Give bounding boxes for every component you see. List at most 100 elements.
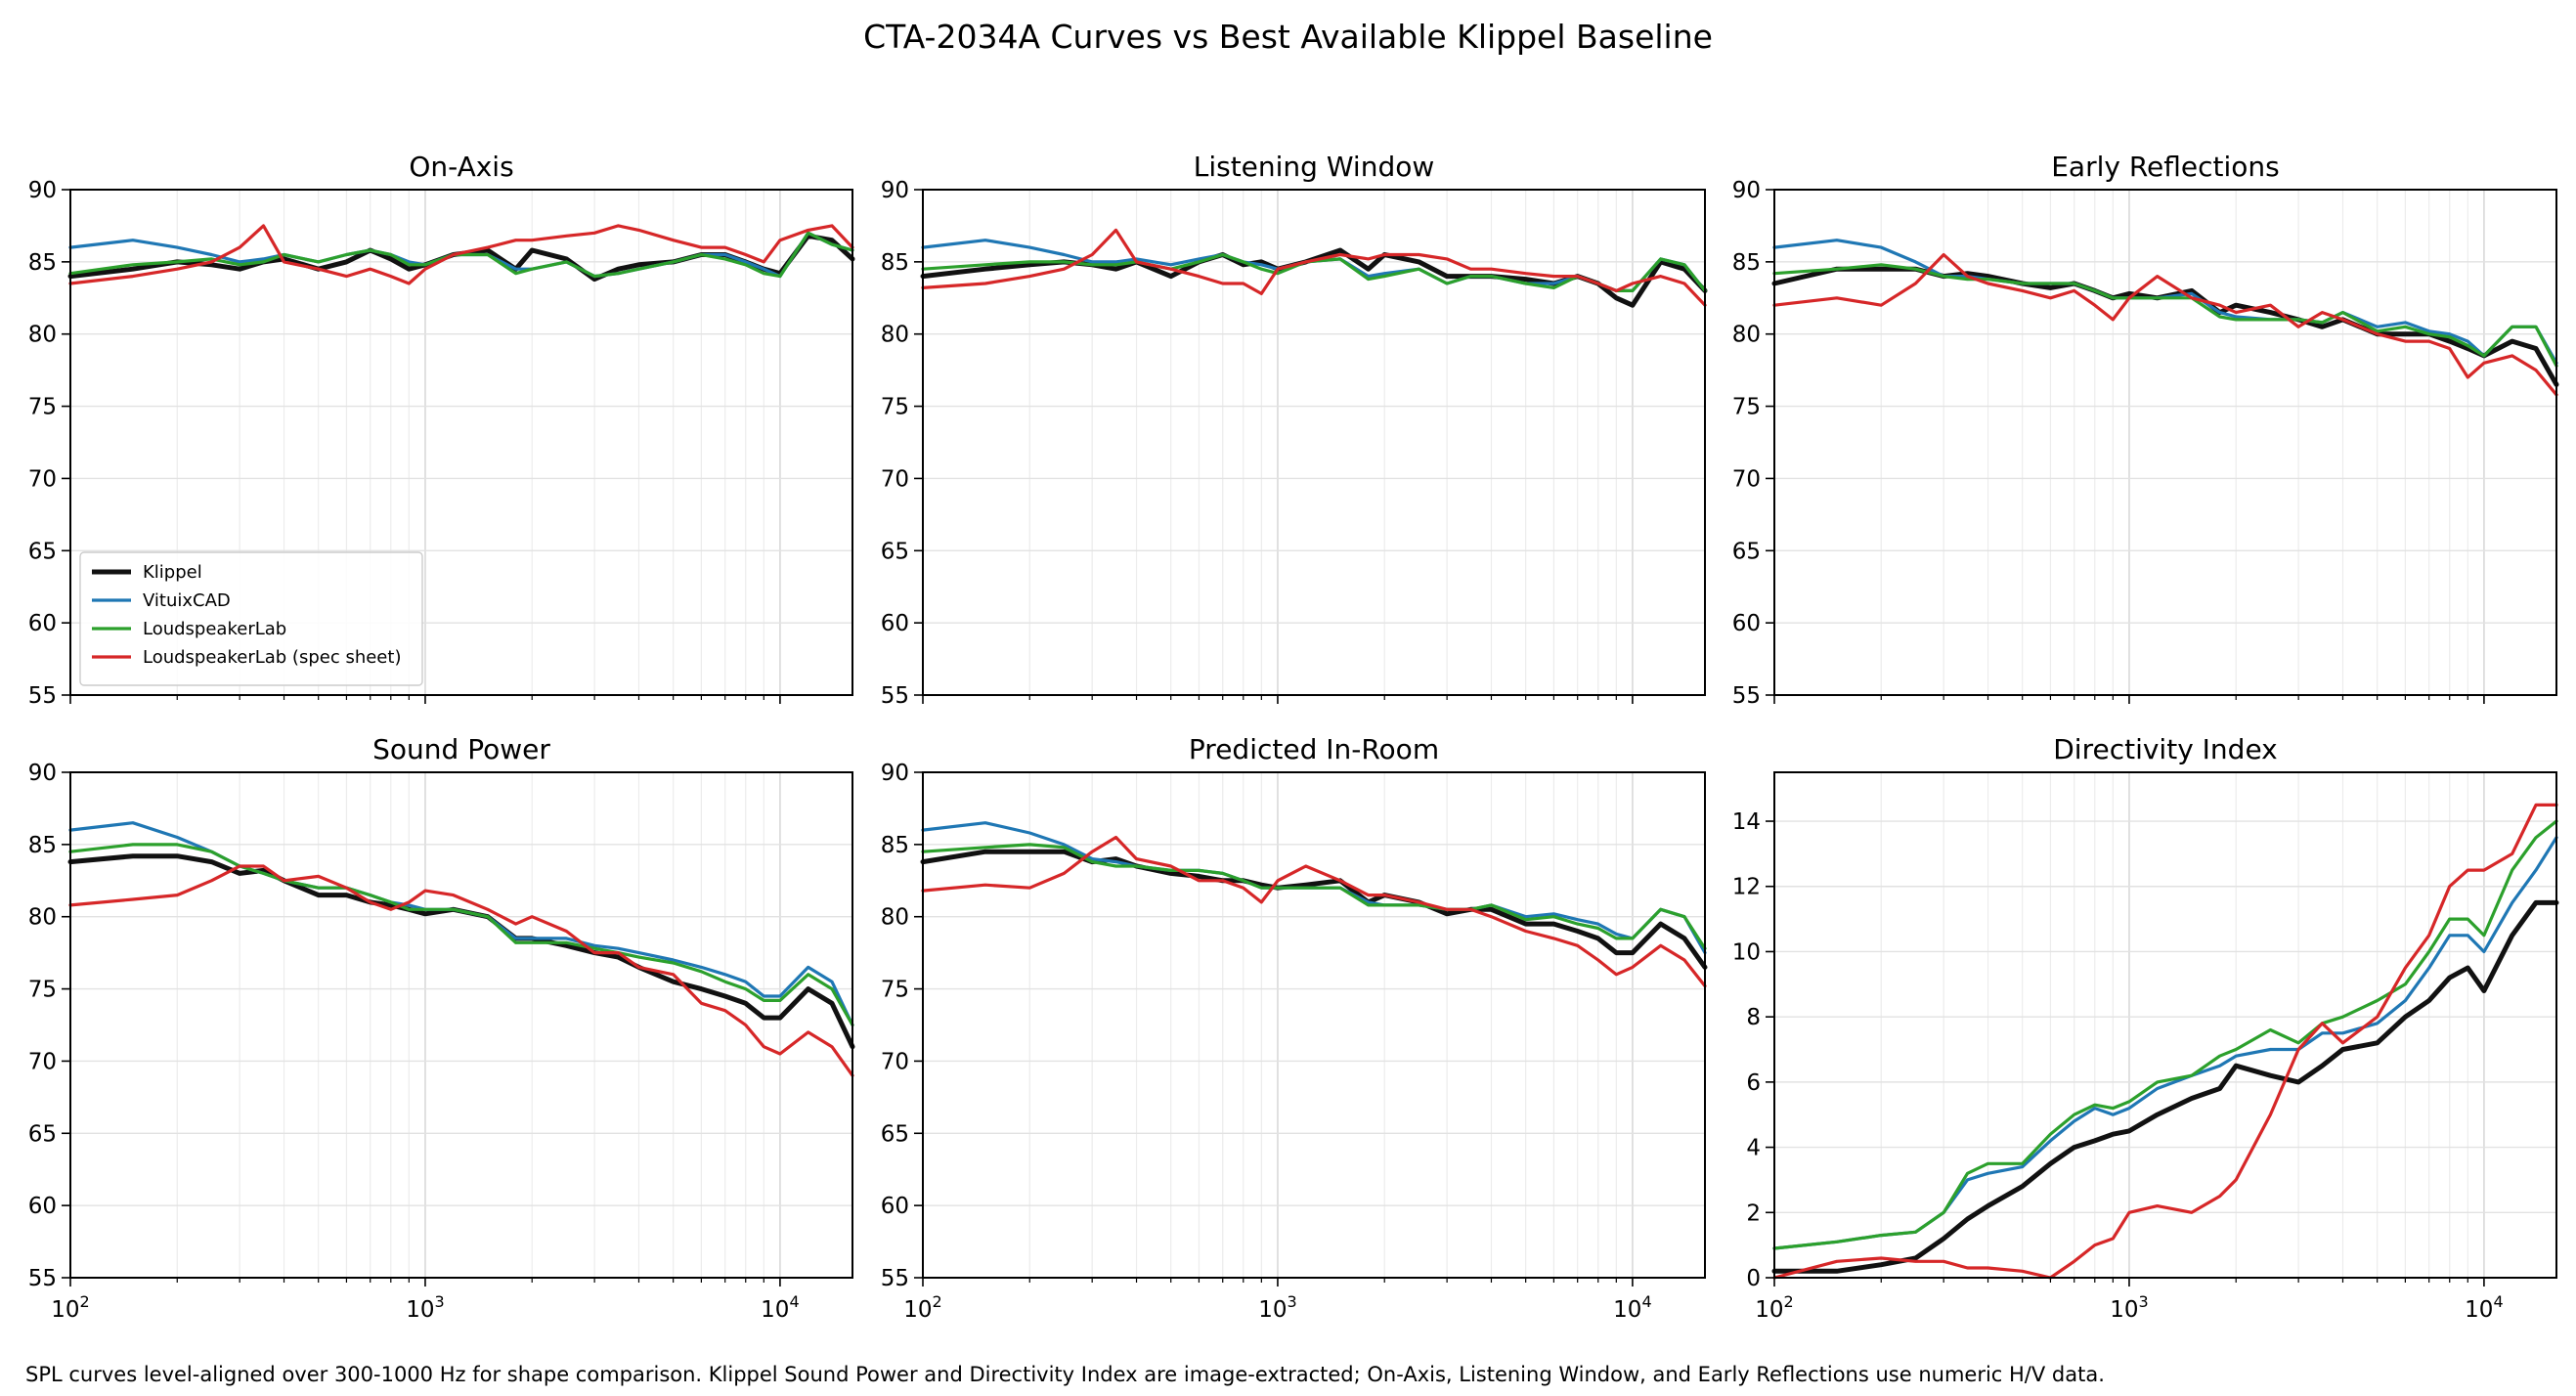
y-tick-label: 75 — [1732, 395, 1761, 420]
series-line-loudspeakerlab — [1772, 819, 2558, 1250]
series-line-loudspeakerlab — [921, 843, 1707, 950]
y-tick-label: 10 — [1732, 939, 1761, 965]
y-tick-label: 90 — [28, 178, 57, 203]
y-tick-label: 80 — [28, 905, 57, 931]
y-tick-label: 55 — [881, 1266, 909, 1291]
y-tick-label: 55 — [1732, 683, 1761, 709]
y-tick-label: 14 — [1732, 809, 1761, 835]
y-tick-label: 65 — [28, 539, 57, 564]
y-tick-label: 0 — [1746, 1266, 1761, 1291]
series-line-loudspeakerlab — [68, 231, 854, 279]
plot-frame-predicted-in-room — [922, 771, 1706, 1279]
legend-label: VituixCAD — [143, 590, 231, 611]
y-tick-label: 12 — [1732, 875, 1761, 900]
x-tick-label: 104 — [1613, 1292, 1651, 1323]
plot-frame-listening-window — [922, 189, 1706, 696]
legend-box — [79, 551, 423, 686]
y-tick-label: 60 — [881, 611, 909, 636]
legend-label: Klippel — [143, 562, 202, 583]
subplot-on-axis: 55 60 65 70 75 80 85 90 On-Axis — [28, 151, 855, 709]
subplot-title: Early Reflections — [2051, 151, 2280, 183]
grid-predicted-in-room — [922, 771, 1705, 1279]
y-tick-label: 85 — [28, 833, 57, 858]
x-tick-label: 102 — [51, 1292, 89, 1323]
series-line-klippel — [920, 849, 1708, 970]
series-line-klippel — [920, 247, 1708, 308]
y-tick-label: 70 — [1732, 466, 1761, 492]
y-tick-label: 90 — [1732, 178, 1761, 203]
plot-frame-directivity-index — [1773, 771, 2557, 1279]
footnote: SPL curves level-aligned over 300-1000 H… — [25, 1363, 2105, 1386]
series-line-vituixcad — [68, 821, 854, 1027]
y-tick-label: 65 — [881, 539, 909, 564]
series-line-loudspeakerlab — [1772, 263, 2558, 368]
subplot-title: Predicted In-Room — [1189, 733, 1439, 765]
x-tick-label: 103 — [2110, 1292, 2148, 1323]
subplot-title: Sound Power — [372, 733, 550, 765]
y-tick-label: 55 — [28, 1266, 57, 1291]
y-tick-label: 6 — [1746, 1070, 1761, 1096]
grid-directivity-index — [1773, 772, 2556, 1279]
y-tick-label: 60 — [1732, 611, 1761, 636]
y-tick-label: 70 — [28, 466, 57, 492]
y-tick-label: 4 — [1746, 1136, 1761, 1161]
series-line-loudspeakerlab-spec-sheet — [1772, 252, 2558, 397]
y-tick-label: 85 — [881, 250, 909, 276]
y-tick-label: 75 — [881, 978, 909, 1003]
x-tick-label: 102 — [1755, 1292, 1793, 1323]
legend-item-vituixcad: VituixCAD — [92, 590, 231, 611]
y-tick-label: 80 — [881, 905, 909, 931]
y-tick-label: 65 — [1732, 539, 1761, 564]
y-tick-label: 55 — [28, 683, 57, 709]
legend-item-klippel: Klippel — [92, 562, 202, 583]
y-tick-label: 85 — [1732, 250, 1761, 276]
y-tick-label: 90 — [881, 178, 909, 203]
series-line-klippel — [1771, 266, 2559, 387]
y-tick-label: 70 — [28, 1049, 57, 1074]
x-tick-label: 104 — [2465, 1292, 2503, 1323]
y-tick-label: 60 — [28, 1194, 57, 1219]
y-tick-label: 85 — [881, 833, 909, 858]
legend-label: LoudspeakerLab (spec sheet) — [143, 647, 401, 668]
subplot-title: Listening Window — [1194, 151, 1435, 183]
y-tick-label: 85 — [28, 250, 57, 276]
y-tick-label: 65 — [881, 1121, 909, 1147]
plot-frame-sound-power — [69, 771, 853, 1279]
y-tick-label: 70 — [881, 466, 909, 492]
legend-item-loudspeakerlab-spec-sheet: LoudspeakerLab (spec sheet) — [92, 647, 401, 668]
y-tick-label: 90 — [28, 761, 57, 786]
legend-item-loudspeakerlab: LoudspeakerLab — [92, 619, 286, 639]
y-tick-label: 80 — [1732, 323, 1761, 348]
legend-label: LoudspeakerLab — [143, 619, 286, 639]
x-tick-label: 103 — [406, 1292, 444, 1323]
subplot-title: Directivity Index — [2053, 733, 2278, 765]
y-tick-label: 60 — [881, 1194, 909, 1219]
y-tick-label: 8 — [1746, 1005, 1761, 1030]
y-tick-label: 2 — [1746, 1200, 1761, 1226]
y-tick-label: 90 — [881, 761, 909, 786]
subplot-sound-power: 55 60 65 70 75 80 85 90 102 103 104 Sound Power — [28, 733, 855, 1323]
subplot-early-reflections: 55 60 65 70 75 80 85 90 Early Reflections — [1732, 151, 2559, 709]
series-line-vituixcad — [68, 231, 854, 279]
subplot-directivity-index: 0 2 4 6 8 10 12 14 102 103 104 Directivity Index — [1732, 733, 2559, 1323]
y-tick-label: 55 — [881, 683, 909, 709]
subplot-predicted-in-room: 55 60 65 70 75 80 85 90 102 103 104 Predicted In-Ro… — [881, 733, 1708, 1323]
y-tick-label: 80 — [881, 323, 909, 348]
y-tick-label: 65 — [28, 1121, 57, 1147]
series-line-loudspeakerlab-spec-sheet — [1772, 803, 2558, 1280]
plot-frame-early-reflections — [1773, 189, 2557, 696]
y-tick-label: 60 — [28, 611, 57, 636]
series-line-loudspeakerlab-spec-sheet — [68, 224, 854, 285]
subplot-title: On-Axis — [409, 151, 513, 183]
series-line-vituixcad — [1772, 836, 2558, 1250]
x-tick-label: 103 — [1258, 1292, 1296, 1323]
x-tick-label: 102 — [903, 1292, 941, 1323]
y-tick-label: 80 — [28, 323, 57, 348]
series-line-klippel — [1771, 899, 2559, 1274]
legend: Klippel VituixCAD LoudspeakerLab Loudspeake… — [79, 551, 423, 686]
series-line-loudspeakerlab-spec-sheet — [68, 864, 854, 1077]
x-tick-label: 104 — [761, 1292, 799, 1323]
series-line-loudspeakerlab-spec-sheet — [921, 835, 1707, 988]
plot-frame-on-axis — [69, 189, 853, 696]
